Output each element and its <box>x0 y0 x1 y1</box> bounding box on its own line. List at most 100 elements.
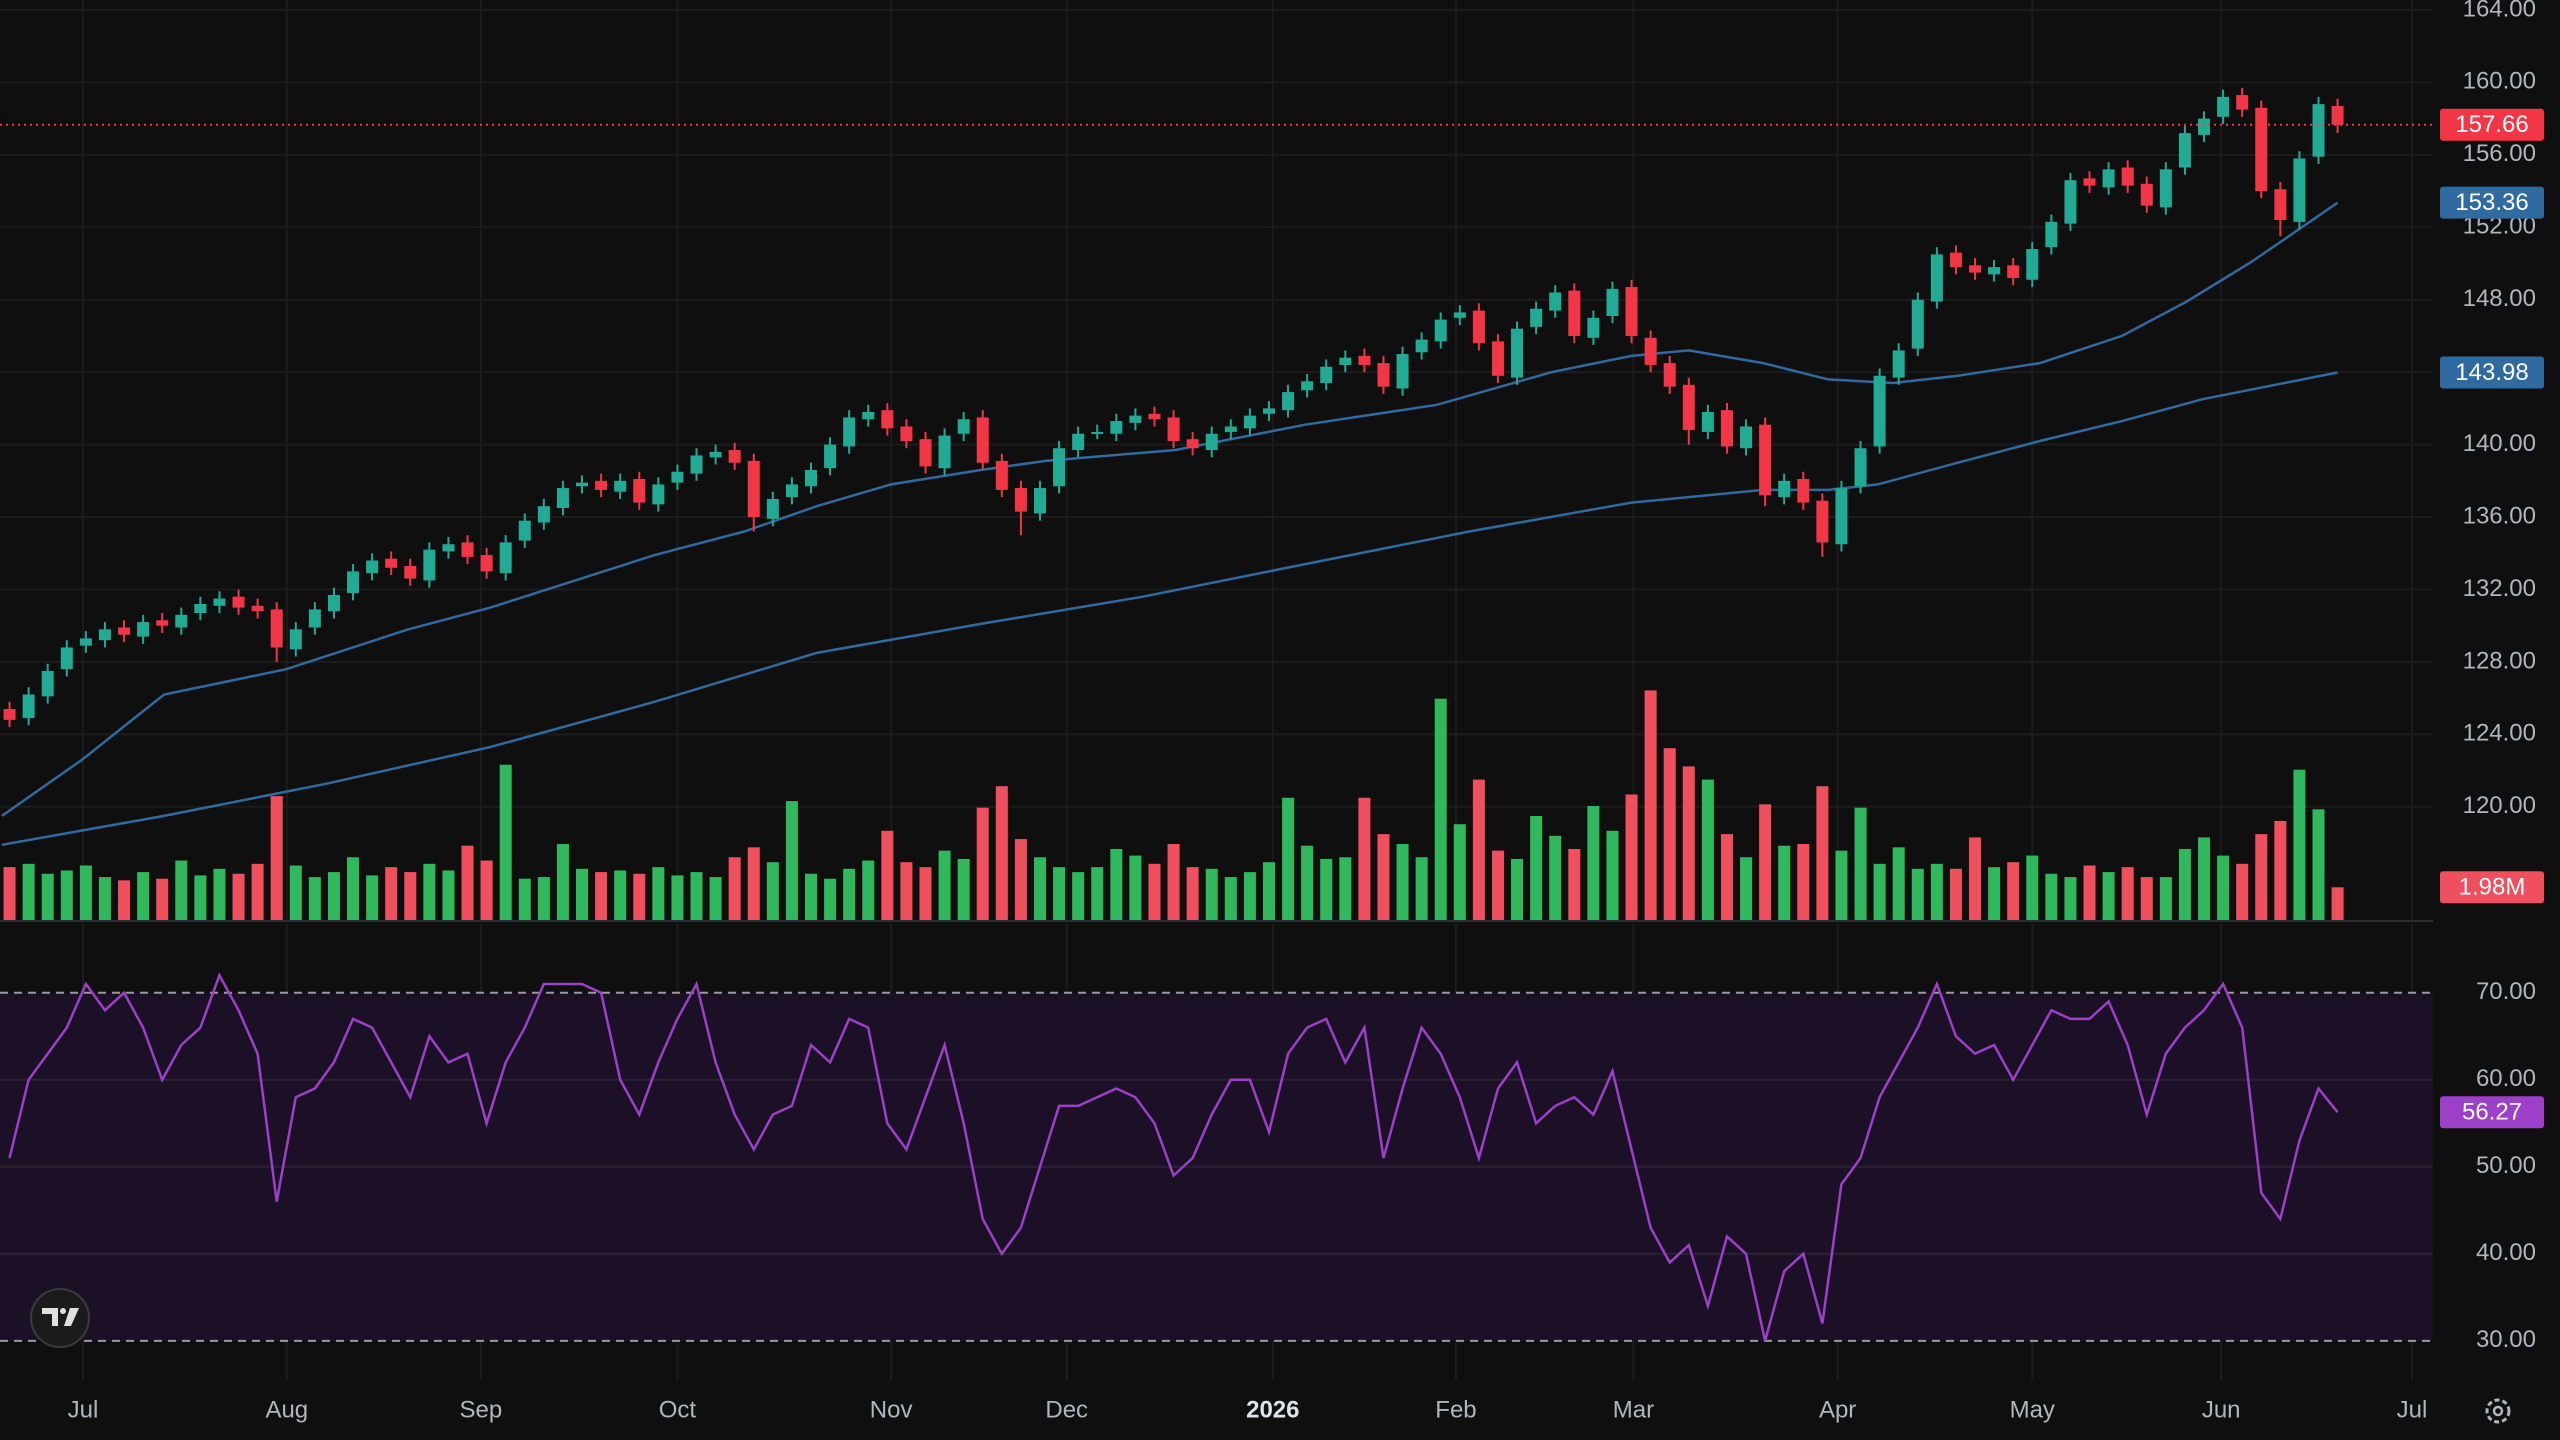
y-tick-label: 128.00 <box>2463 647 2536 674</box>
candle-body <box>881 410 894 429</box>
volume-bar <box>1969 837 1982 920</box>
volume-bar <box>614 870 627 920</box>
volume-bar <box>2255 834 2268 920</box>
candle-body <box>537 506 550 523</box>
candle-body <box>289 629 302 650</box>
volume-bar <box>824 878 837 920</box>
candle-body <box>1148 413 1161 420</box>
volume-bar <box>1835 850 1848 920</box>
volume-bar <box>1911 868 1924 920</box>
candle-body <box>1930 254 1943 302</box>
volume-bar <box>747 847 760 920</box>
candle-body <box>1587 317 1600 338</box>
y-tick-label: 160.00 <box>2463 68 2536 95</box>
settings-button[interactable] <box>2485 1398 2511 1424</box>
logo-circle[interactable] <box>30 1288 90 1348</box>
volume-bar <box>480 860 493 920</box>
candle-body <box>22 694 35 719</box>
volume-bar <box>423 863 436 920</box>
candle-body <box>1072 433 1085 451</box>
candle-body <box>1129 415 1142 423</box>
candle-body <box>1663 363 1676 387</box>
rsi-label: 56.27 <box>2462 1099 2522 1126</box>
volume-bar <box>1606 830 1619 920</box>
y-tick-label: 148.00 <box>2463 285 2536 312</box>
volume-bar <box>1491 850 1504 920</box>
volume-bar <box>2121 867 2134 920</box>
candle-body <box>2045 221 2058 248</box>
candle-body <box>2064 180 2077 224</box>
candle-body <box>347 571 360 594</box>
candle-body <box>442 544 455 552</box>
volume-bar <box>347 857 360 920</box>
logo[interactable] <box>30 1288 90 1348</box>
volume-bar <box>2026 855 2039 920</box>
candle-body <box>652 484 665 505</box>
x-tick-label: Jun <box>2202 1396 2241 1423</box>
candle-body <box>2140 183 2153 206</box>
candle-body <box>976 417 989 463</box>
volume-bar <box>1072 872 1085 920</box>
candle-body <box>1568 290 1581 336</box>
candle-body <box>1224 426 1237 432</box>
volume-bar <box>785 801 798 920</box>
candle-body <box>1014 488 1027 512</box>
candle-body <box>766 498 779 519</box>
candle-body <box>213 598 226 606</box>
volume-bar <box>1320 858 1333 920</box>
volume-bar <box>1224 877 1237 920</box>
rsi-line <box>8 972 2339 1342</box>
candle-body <box>1472 310 1485 344</box>
candle-body <box>709 451 722 458</box>
volume-bar <box>1797 844 1810 920</box>
candle-body <box>1243 415 1256 429</box>
y-tick-label: 136.00 <box>2463 502 2536 529</box>
volume-bar <box>2045 873 2058 920</box>
candle-body <box>824 444 837 469</box>
volume-bar <box>1682 766 1695 920</box>
candle-body <box>1644 337 1657 365</box>
candle-body <box>1701 412 1714 432</box>
candle-body <box>1949 252 1962 268</box>
logo-dot <box>60 1308 66 1314</box>
candle-body <box>98 629 111 641</box>
volume-bar <box>1282 797 1295 920</box>
price-pane <box>0 87 2433 847</box>
candle-body <box>1606 288 1619 317</box>
volume-bar <box>2064 877 2077 920</box>
volume-bar <box>79 865 92 920</box>
volume-bar <box>843 868 856 920</box>
candle-body <box>556 488 569 508</box>
last-price-label-box <box>2440 108 2544 141</box>
volume-bar <box>442 870 455 920</box>
candle-body <box>1530 308 1543 327</box>
candle-body <box>2217 96 2230 117</box>
volume-bar <box>1854 807 1867 920</box>
candle-body <box>595 480 608 490</box>
logo-glyph <box>42 1308 58 1326</box>
volume-bar <box>1148 863 1161 920</box>
volume-bar <box>1740 857 1753 920</box>
volume-label: 1.98M <box>2459 874 2526 901</box>
rsi-tick-label: 60.00 <box>2476 1065 2536 1092</box>
candle-body <box>2274 189 2287 221</box>
volume-bar <box>1663 748 1676 920</box>
gear-outline[interactable] <box>2485 1398 2511 1424</box>
moving-average-label: 143.98 <box>2455 359 2528 386</box>
volume-bar <box>518 878 531 920</box>
volume-bar <box>1301 845 1314 920</box>
candle-body <box>1491 341 1504 376</box>
candle-body <box>1320 366 1333 384</box>
candle-body <box>614 480 627 492</box>
candle-body <box>137 622 150 637</box>
candle-body <box>1453 312 1466 318</box>
candle-body <box>671 471 684 483</box>
candle-body <box>995 460 1008 490</box>
volume-bar <box>1339 857 1352 920</box>
candle-body <box>1339 357 1352 365</box>
candle-body <box>423 549 436 581</box>
candle-body <box>366 560 379 574</box>
volume-bar <box>881 830 894 920</box>
y-tick-label: 140.00 <box>2463 430 2536 457</box>
volume-bar <box>1625 794 1638 920</box>
